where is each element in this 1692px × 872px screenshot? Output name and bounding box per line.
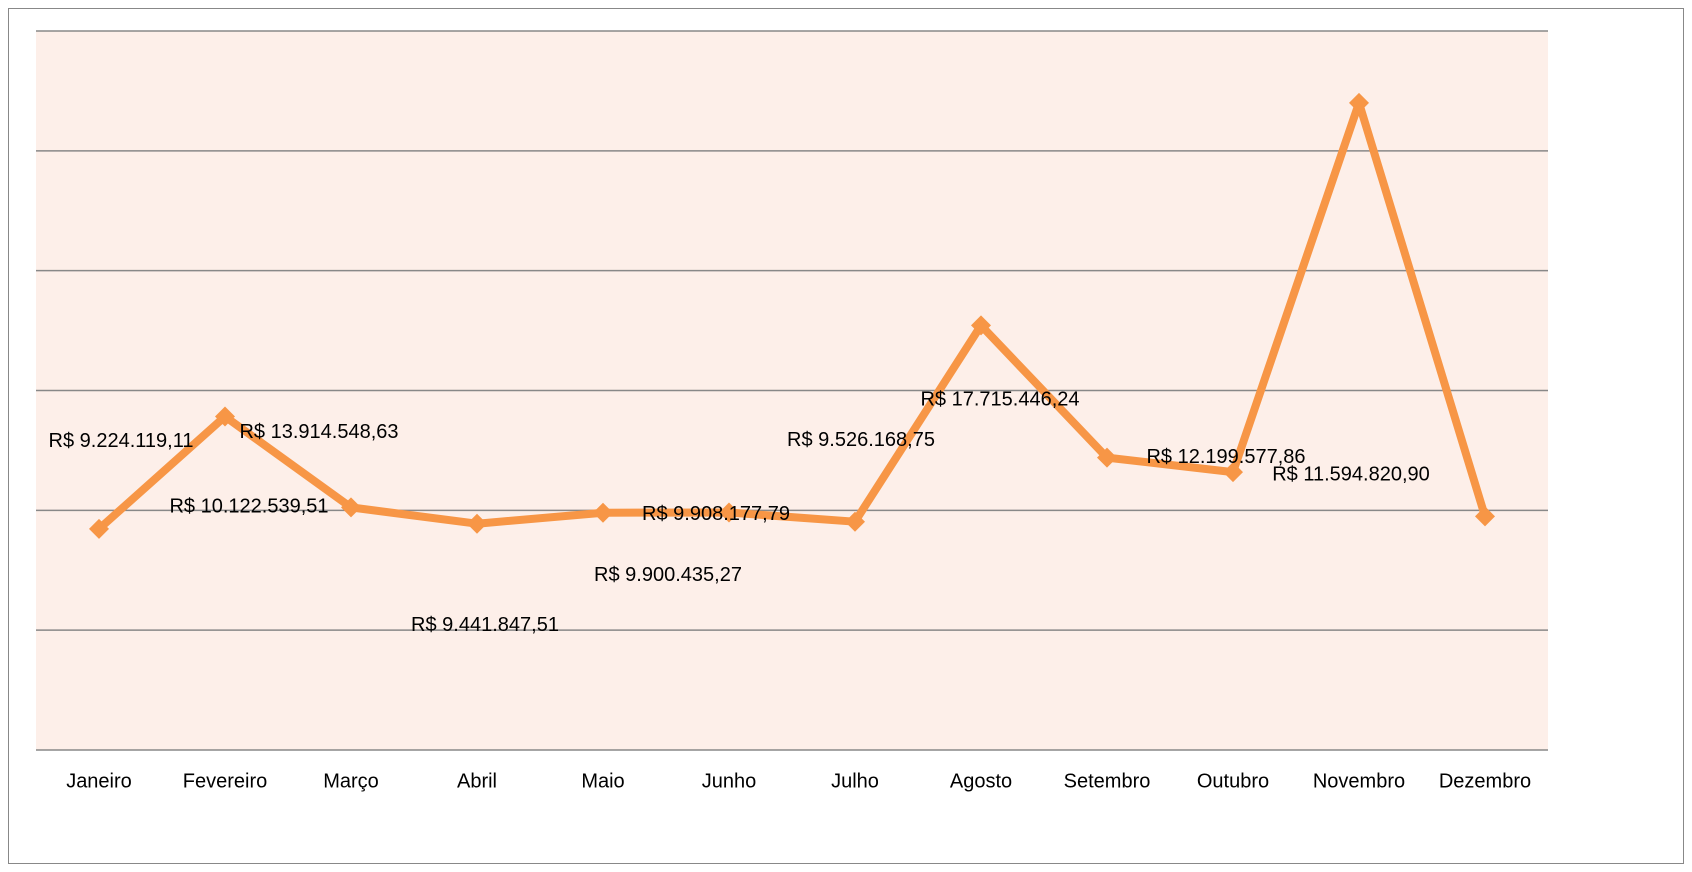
marker xyxy=(467,513,487,534)
x-tick-label: Novembro xyxy=(1313,770,1405,792)
marker xyxy=(719,502,739,523)
series-line xyxy=(96,98,1489,532)
x-tick-label: Fevereiro xyxy=(183,770,267,792)
data-label: R$ 12.199.577,86 xyxy=(1146,446,1305,468)
x-tick-label: Dezembro xyxy=(1439,770,1531,792)
x-tick-label: Janeiro xyxy=(66,770,132,792)
data-label: R$ 9.441.847,51 xyxy=(411,614,559,636)
marker xyxy=(215,406,235,427)
x-tick-label: Março xyxy=(323,770,379,792)
data-label: R$ 10.122.539,51 xyxy=(169,496,328,518)
x-tick-label: Maio xyxy=(581,770,624,792)
marker xyxy=(1475,506,1495,527)
data-label: R$ 13.914.548,63 xyxy=(239,421,398,443)
marker xyxy=(89,518,109,539)
x-tick-label: Setembro xyxy=(1064,770,1151,792)
marker xyxy=(341,497,361,518)
marker xyxy=(1223,462,1243,483)
data-label: R$ 17.715.446,24 xyxy=(920,389,1079,411)
marker xyxy=(1349,92,1369,113)
data-label: R$ 9.900.435,27 xyxy=(594,564,742,586)
marker xyxy=(845,511,865,532)
data-label: R$ 9.224.119,11 xyxy=(49,430,194,452)
x-tick-label: Outubro xyxy=(1197,770,1269,792)
data-label: R$ 11.594.820,90 xyxy=(1272,463,1430,485)
x-tick-label: Julho xyxy=(831,770,879,792)
marker xyxy=(971,315,991,336)
data-label: R$ 9.526.168,75 xyxy=(787,429,935,451)
x-tick-label: Abril xyxy=(457,770,497,792)
marker xyxy=(593,502,613,523)
data-label: R$ 9.908.177,79 xyxy=(642,503,790,525)
x-tick-label: Junho xyxy=(702,770,757,792)
x-tick-label: Agosto xyxy=(950,770,1012,792)
marker xyxy=(1097,447,1117,468)
